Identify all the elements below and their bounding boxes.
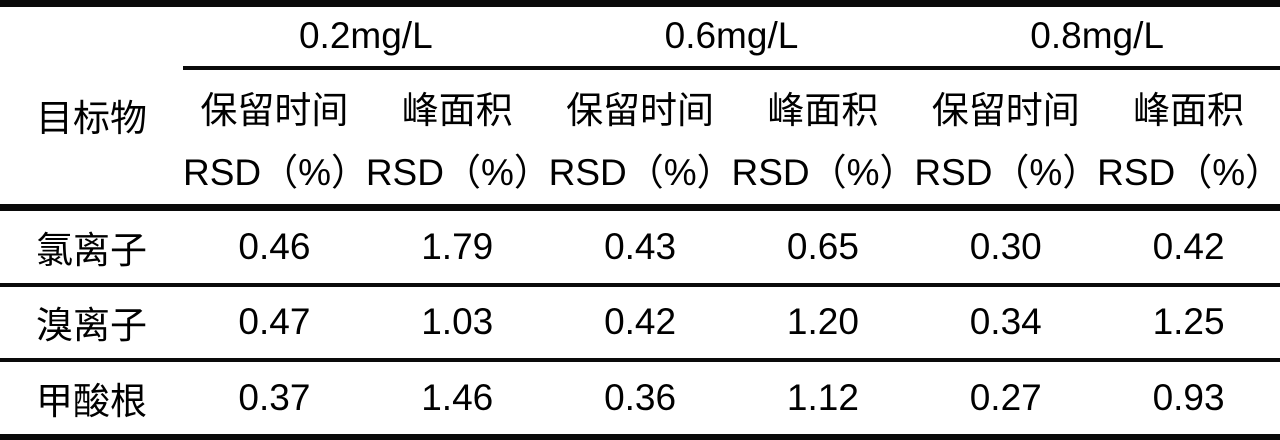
value-cell: 0.42	[604, 301, 677, 343]
sub-header-line1: 峰面积	[767, 89, 879, 131]
table-row-chloride: 氯离子 0.46 1.79 0.43 0.65 0.30 0.42	[0, 207, 1280, 285]
sub-header-line2: RSD（%）	[365, 151, 551, 193]
value-cell: 0.42	[1152, 225, 1225, 267]
row-label-bromide: 溴离子	[36, 305, 147, 347]
value-cell: 0.30	[969, 225, 1042, 267]
table-header: 目标物 0.2mg/L 0.6mg/L 0.8mg/L 保留时间 RSD（%） …	[0, 3, 1280, 211]
value-cell: 1.20	[786, 301, 859, 343]
group-header-06mgl: 0.6mg/L	[548, 3, 915, 70]
sub-header-peak-area-rsd: 峰面积 RSD（%）	[1097, 67, 1280, 211]
value-cell: 1.25	[1152, 301, 1225, 343]
sub-header-peak-area-rsd: 峰面积 RSD（%）	[365, 67, 551, 211]
sub-header-line2: RSD（%）	[183, 151, 369, 193]
value-cell: 1.03	[421, 301, 494, 343]
value-cell: 0.65	[786, 225, 859, 267]
sub-header-line1: 峰面积	[401, 89, 513, 131]
value-cell: 1.79	[421, 225, 494, 267]
sub-header-line2: RSD（%）	[1097, 151, 1280, 193]
value-cell: 0.37	[238, 377, 311, 419]
row-label-formate: 甲酸根	[36, 381, 147, 423]
table-body: 氯离子 0.46 1.79 0.43 0.65 0.30 0.42 溴离子 0.…	[0, 207, 1280, 437]
table-row-formate: 甲酸根 0.37 1.46 0.36 1.12 0.27 0.93	[0, 360, 1280, 437]
sub-header-line2: RSD（%）	[731, 151, 917, 193]
group-header-02mgl: 0.2mg/L	[183, 3, 549, 70]
sub-header-line2: RSD（%）	[914, 151, 1100, 193]
value-cell: 0.27	[969, 377, 1042, 419]
value-cell: 0.34	[969, 301, 1042, 343]
sub-header-line1: 保留时间	[200, 89, 349, 131]
value-cell: 1.12	[786, 377, 859, 419]
sub-header-row: 保留时间 RSD（%） 峰面积 RSD（%） 保留时间 RSD（%） 峰面积 R…	[0, 67, 1280, 211]
table-row-bromide: 溴离子 0.47 1.03 0.42 1.20 0.34 1.25	[0, 285, 1280, 361]
row-header-title: 目标物	[0, 3, 183, 211]
sub-header-retention-time-rsd: 保留时间 RSD（%）	[548, 67, 734, 211]
group-header-08mgl: 0.8mg/L	[914, 3, 1280, 70]
group-header-row: 目标物 0.2mg/L 0.6mg/L 0.8mg/L	[0, 3, 1280, 211]
sub-header-line1: 保留时间	[566, 89, 715, 131]
value-cell: 0.47	[238, 301, 311, 343]
sub-header-line1: 峰面积	[1133, 89, 1245, 131]
sub-header-line2: RSD（%）	[548, 151, 734, 193]
sub-header-line1: 保留时间	[931, 89, 1080, 131]
sub-header-retention-time-rsd: 保留时间 RSD（%）	[183, 67, 369, 211]
row-label-chloride: 氯离子	[36, 229, 147, 271]
value-cell: 1.46	[421, 377, 494, 419]
value-cell: 0.36	[604, 377, 677, 419]
value-cell: 0.93	[1152, 377, 1225, 419]
sub-header-retention-time-rsd: 保留时间 RSD（%）	[914, 67, 1100, 211]
value-cell: 0.46	[238, 225, 311, 267]
value-cell: 0.43	[604, 225, 677, 267]
sub-header-peak-area-rsd: 峰面积 RSD（%）	[731, 67, 917, 211]
